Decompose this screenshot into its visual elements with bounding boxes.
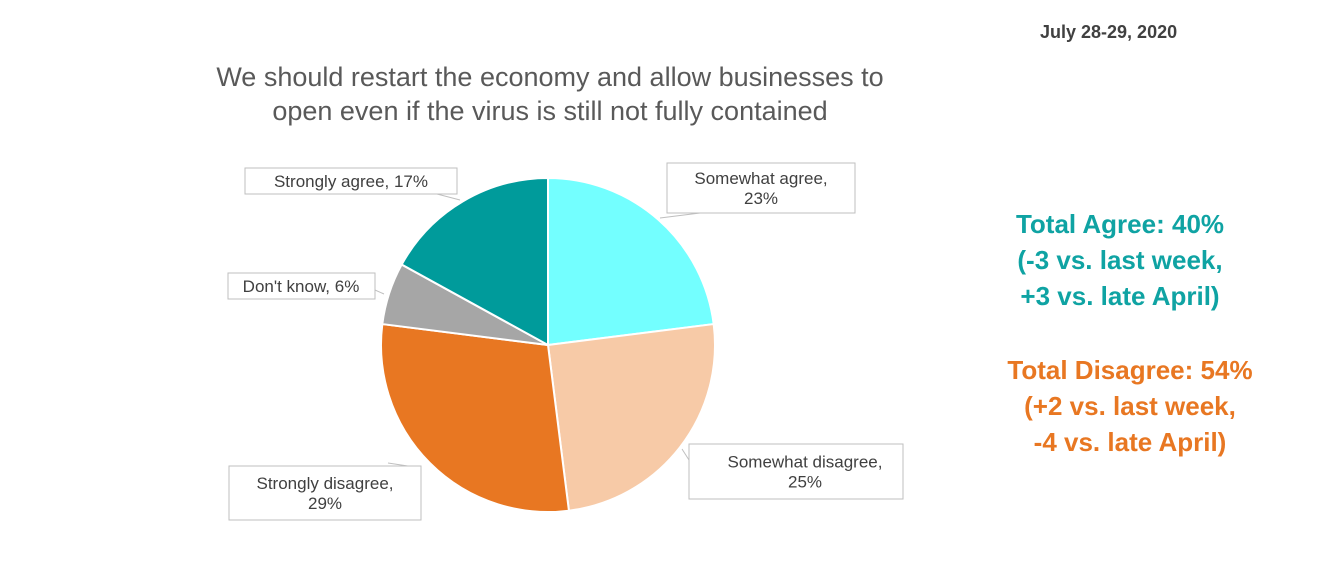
chart-title-line-1: We should restart the economy and allow …	[216, 62, 884, 92]
data-label-somewhat-agree: Somewhat agree,23%	[659, 162, 856, 219]
leader-line-somewhat-agree	[659, 212, 701, 219]
data-label-dont-know: Don't know, 6%	[227, 272, 385, 300]
label-text-strongly-agree-1: Strongly agree, 17%	[274, 172, 428, 191]
chart-title: We should restart the economy and allow …	[130, 60, 970, 128]
total-disagree-summary: Total Disagree: 54% (+2 vs. last week, -…	[965, 352, 1295, 460]
label-text-strongly-disagree-2: 29%	[308, 494, 342, 513]
pie-slice-strongly-agree	[400, 176, 549, 347]
data-label-somewhat-disagree: Somewhat disagree,25%	[681, 443, 904, 500]
total-agree-summary: Total Agree: 40% (-3 vs. last week, +3 v…	[955, 206, 1285, 314]
label-box-dont-know	[227, 272, 376, 300]
pie-slice-somewhat-disagree	[546, 322, 716, 512]
label-box-somewhat-disagree	[688, 443, 904, 500]
total-agree-line-2: (-3 vs. last week,	[1017, 245, 1223, 275]
date-label: July 28-29, 2020	[1040, 22, 1178, 42]
total-agree-line-1: Total Agree: 40%	[1015, 209, 1225, 239]
leader-line-strongly-agree	[436, 193, 461, 201]
total-agree-line-3: +3 vs. late April)	[1020, 281, 1220, 311]
total-disagree-line-2: (+2 vs. last week,	[1024, 391, 1236, 421]
label-box-strongly-agree	[244, 167, 458, 195]
chart-title-line-2: open even if the virus is still not full…	[272, 96, 828, 126]
pie-slice-strongly-disagree	[380, 322, 571, 513]
total-disagree-line-3: -4 vs. late April)	[1033, 427, 1227, 457]
data-label-strongly-disagree: Strongly disagree,29%	[228, 462, 422, 521]
label-text-somewhat-agree-2: 23%	[744, 189, 778, 208]
label-box-somewhat-agree	[666, 162, 856, 214]
leader-line-dont-know	[374, 289, 385, 295]
label-text-strongly-disagree-1: Strongly disagree,	[256, 474, 393, 493]
label-text-somewhat-agree-1: Somewhat agree,	[694, 169, 827, 188]
label-text-somewhat-disagree-2: 25%	[788, 473, 822, 492]
total-disagree-line-1: Total Disagree: 54%	[1007, 355, 1253, 385]
leader-line-somewhat-disagree	[681, 448, 690, 461]
data-label-strongly-agree: Strongly agree, 17%	[244, 167, 461, 201]
label-box-strongly-disagree	[228, 465, 422, 521]
pie-slice-somewhat-agree	[547, 176, 715, 347]
label-text-dont-know-1: Don't know, 6%	[243, 277, 360, 296]
label-text-somewhat-disagree-1: Somewhat disagree,	[728, 453, 883, 472]
